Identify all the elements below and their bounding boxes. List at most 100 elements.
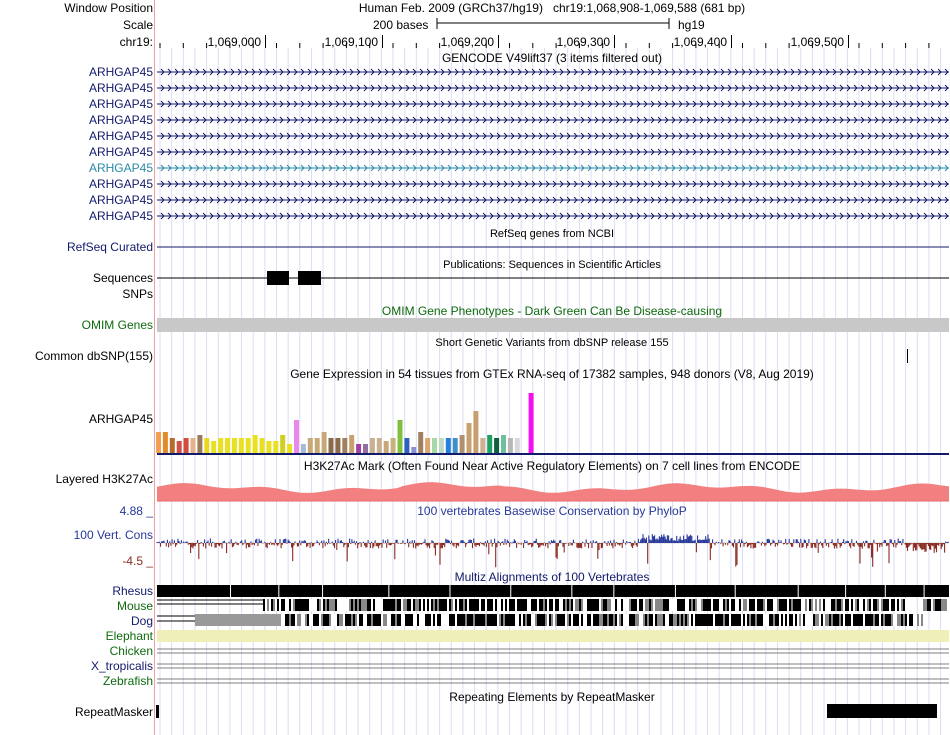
- gtex-tissue-bar[interactable]: [190, 438, 196, 453]
- multiz-species-label[interactable]: Dog: [130, 614, 153, 628]
- gtex-tissue-bar[interactable]: [397, 420, 403, 453]
- strand-arrows: [160, 84, 949, 92]
- gtex-tissue-bar[interactable]: [349, 435, 355, 453]
- gtex-tissue-bar[interactable]: [494, 438, 500, 453]
- dbsnp-track-label[interactable]: Common dbSNP(155): [34, 349, 153, 363]
- gtex-tissue-bar[interactable]: [459, 435, 465, 453]
- gtex-tissue-bar[interactable]: [466, 423, 472, 453]
- multiz-dog-block: [567, 614, 569, 626]
- gtex-tissue-bar[interactable]: [369, 438, 375, 453]
- gtex-tissue-bar[interactable]: [211, 441, 217, 453]
- multiz-mouse-block: [819, 599, 821, 611]
- gtex-tissue-bar[interactable]: [473, 411, 479, 453]
- gtex-tissue-bar[interactable]: [300, 444, 306, 453]
- multiz-dog-block: [779, 614, 781, 626]
- gtex-tissue-bar[interactable]: [480, 438, 486, 453]
- multiz-species-label[interactable]: Mouse: [116, 599, 153, 613]
- gtex-tissue-bar[interactable]: [259, 438, 265, 453]
- multiz-dog-block: [459, 614, 461, 626]
- gtex-tissue-bar[interactable]: [390, 438, 396, 453]
- gtex-tissue-bar[interactable]: [376, 438, 382, 453]
- multiz-species-label[interactable]: Chicken: [109, 644, 153, 658]
- gencode-transcript-label[interactable]: ARHGAP45: [88, 113, 153, 127]
- gtex-tissue-bar[interactable]: [204, 438, 210, 453]
- multiz-dog-block: [713, 614, 715, 626]
- h3k27ac-track-label[interactable]: Layered H3K27Ac: [55, 472, 153, 486]
- multiz-species-label[interactable]: Zebrafish: [102, 674, 153, 688]
- gtex-tissue-bar[interactable]: [528, 393, 534, 453]
- multiz-mouse-block: [283, 599, 285, 611]
- gtex-tissue-bar[interactable]: [411, 447, 417, 453]
- gtex-tissue-bar[interactable]: [252, 435, 258, 453]
- gtex-tissue-bar[interactable]: [231, 438, 237, 453]
- gtex-tissue-bar[interactable]: [487, 435, 493, 453]
- gencode-transcript-label[interactable]: ARHGAP45: [88, 81, 153, 95]
- gtex-tissue-bar[interactable]: [225, 438, 230, 453]
- multiz-dog-block: [617, 614, 619, 626]
- gtex-tissue-bar[interactable]: [452, 438, 458, 453]
- gtex-tissue-bar[interactable]: [266, 441, 272, 453]
- multiz-dog-block: [715, 614, 717, 626]
- multiz-dog-block: [891, 614, 893, 626]
- gtex-tissue-bar[interactable]: [176, 441, 182, 453]
- gtex-tissue-bar[interactable]: [335, 438, 341, 453]
- gtex-tissue-bar[interactable]: [197, 435, 203, 453]
- gtex-tissue-bar[interactable]: [218, 438, 224, 453]
- gtex-tissue-bar[interactable]: [501, 435, 506, 453]
- gtex-tissue-bar[interactable]: [438, 438, 444, 453]
- publications-sequences-label[interactable]: Sequences: [92, 271, 153, 285]
- gtex-tissue-bar[interactable]: [294, 420, 299, 453]
- gtex-tissue-bar[interactable]: [363, 444, 368, 453]
- gtex-tissue-bar[interactable]: [273, 441, 279, 453]
- multiz-mouse-block: [641, 599, 643, 611]
- multiz-mouse-block: [607, 599, 609, 611]
- gtex-track-label[interactable]: ARHGAP45: [88, 412, 153, 426]
- gtex-tissue-bar[interactable]: [307, 438, 313, 453]
- gtex-tissue-bar[interactable]: [356, 444, 362, 453]
- gtex-tissue-bar[interactable]: [156, 432, 161, 453]
- gencode-transcript-label[interactable]: ARHGAP45: [88, 65, 153, 79]
- multiz-species-label[interactable]: X_tropicalis: [90, 659, 153, 673]
- gtex-tissue-bar[interactable]: [183, 438, 189, 453]
- gencode-transcript-label[interactable]: ARHGAP45: [88, 129, 153, 143]
- gtex-tissue-bar[interactable]: [328, 438, 334, 453]
- publications-snps-label[interactable]: SNPs: [122, 287, 153, 301]
- gencode-transcript-label[interactable]: ARHGAP45: [88, 193, 153, 207]
- gtex-tissue-bar[interactable]: [169, 438, 175, 453]
- gtex-tissue-bar[interactable]: [445, 438, 451, 453]
- gtex-tissue-bar[interactable]: [432, 438, 437, 453]
- gtex-tissue-bar[interactable]: [238, 438, 244, 453]
- repeatmasker-track-label[interactable]: RepeatMasker: [74, 705, 153, 719]
- gtex-tissue-bar[interactable]: [342, 438, 348, 453]
- gencode-transcript-label[interactable]: ARHGAP45: [88, 161, 153, 175]
- gencode-transcript-label[interactable]: ARHGAP45: [88, 97, 153, 111]
- gtex-tissue-bar[interactable]: [287, 444, 293, 453]
- multiz-dog-block: [621, 614, 623, 626]
- gtex-tissue-bar[interactable]: [314, 438, 320, 453]
- multiz-dog-block: [877, 614, 879, 626]
- conservation-track-label[interactable]: 100 Vert. Cons: [73, 528, 153, 542]
- gencode-transcript-label[interactable]: ARHGAP45: [88, 177, 153, 191]
- refseq-track-label[interactable]: RefSeq Curated: [66, 240, 153, 254]
- omim-track-label[interactable]: OMIM Genes: [81, 318, 153, 332]
- multiz-mouse-block: [933, 599, 935, 611]
- gtex-tissue-bar[interactable]: [321, 432, 327, 453]
- multiz-gap: [923, 585, 925, 597]
- gencode-transcript-label[interactable]: ARHGAP45: [88, 145, 153, 159]
- gtex-tissue-bar[interactable]: [280, 435, 286, 453]
- gtex-tissue-bar[interactable]: [383, 441, 389, 453]
- gtex-tissue-bar[interactable]: [425, 438, 431, 453]
- gtex-tissue-bar[interactable]: [507, 438, 513, 453]
- multiz-dog-block: [389, 614, 391, 626]
- multiz-mouse-block: [835, 599, 837, 611]
- multiz-species-label[interactable]: Rhesus: [112, 584, 153, 598]
- multiz-species-label[interactable]: Elephant: [105, 629, 153, 643]
- gtex-tissue-bar[interactable]: [514, 438, 520, 453]
- gtex-tissue-bar[interactable]: [404, 438, 410, 453]
- gtex-tissue-bar[interactable]: [245, 438, 251, 453]
- gtex-tissue-bar[interactable]: [162, 432, 168, 453]
- gencode-transcript-label[interactable]: ARHGAP45: [88, 209, 153, 223]
- gtex-tissue-bar[interactable]: [418, 432, 424, 453]
